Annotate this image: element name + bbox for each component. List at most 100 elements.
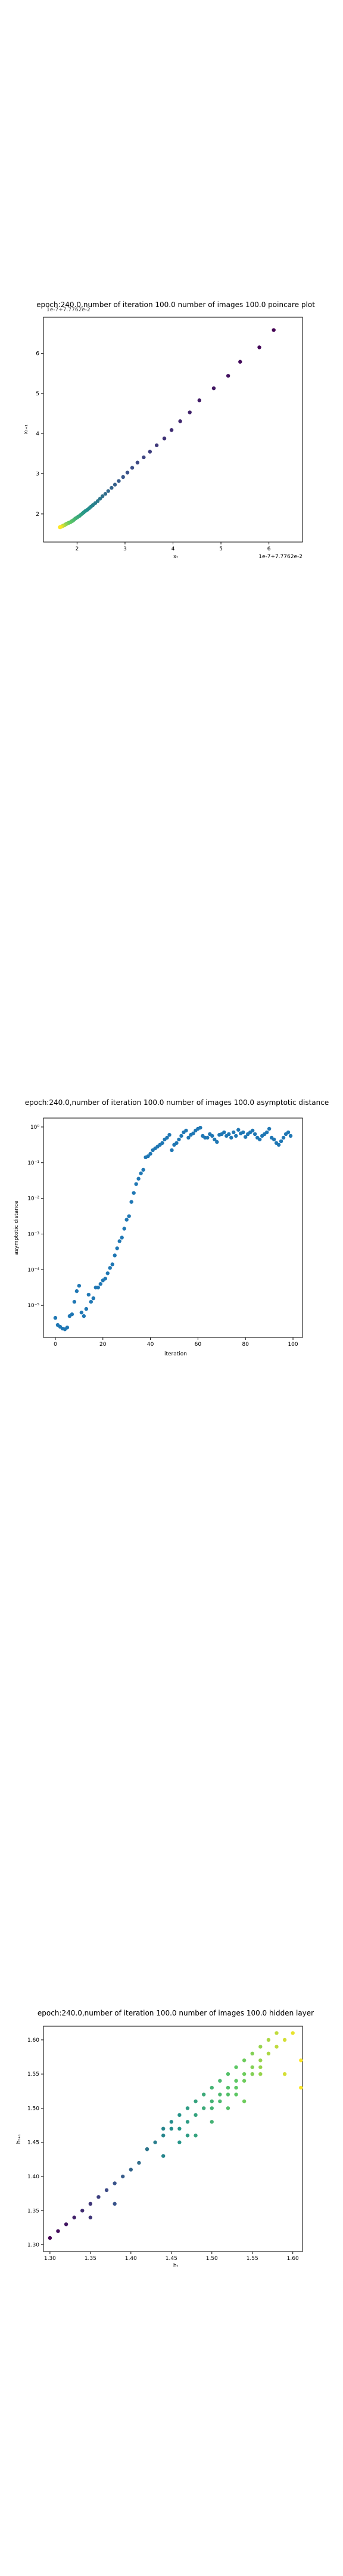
chart-title: epoch:240.0,number of iteration 100.0 nu…: [36, 301, 315, 309]
data-points: [58, 328, 276, 530]
data-point: [242, 2058, 247, 2063]
y-tick-label: 10⁰: [30, 1125, 39, 1131]
data-point: [218, 2092, 222, 2097]
x-tick-label: 60: [195, 1342, 202, 1348]
x-tick-label: 1.30: [44, 2256, 56, 2262]
data-point: [185, 2120, 190, 2124]
data-point: [250, 1128, 255, 1133]
data-point: [100, 494, 105, 499]
data-point: [169, 2120, 173, 2124]
data-point: [210, 2120, 214, 2124]
data-point: [211, 386, 216, 391]
data-point: [117, 1239, 121, 1243]
data-point: [234, 2065, 238, 2069]
data-point: [113, 1253, 117, 1258]
data-point: [105, 1271, 110, 1275]
data-point: [266, 2038, 271, 2042]
data-point: [120, 1236, 124, 1240]
data-point: [226, 2072, 230, 2076]
data-point: [185, 2106, 190, 2110]
data-point: [165, 1135, 169, 1140]
y-tick-label: 1.45: [27, 2140, 39, 2146]
data-point: [179, 1134, 183, 1138]
data-point: [226, 374, 230, 378]
data-point: [148, 1151, 152, 1156]
y-tick-label: 1.55: [27, 2072, 39, 2077]
data-point: [222, 1130, 226, 1135]
data-point: [146, 1154, 150, 1159]
data-point: [194, 2099, 198, 2104]
y-tick-label: 5: [36, 391, 39, 397]
data-point: [276, 1143, 281, 1147]
data-point: [226, 2085, 230, 2090]
data-point: [65, 1326, 70, 1330]
asymptotic-distance-chart: epoch:240.0,number of iteration 100.0 nu…: [14, 1098, 329, 1357]
data-point: [154, 443, 159, 447]
y-tick-label: 1.50: [27, 2106, 39, 2111]
y-tick-label: 1.35: [27, 2208, 39, 2214]
data-point: [201, 2092, 206, 2097]
data-point: [136, 1176, 141, 1181]
data-point: [58, 525, 62, 530]
data-point: [184, 1128, 188, 1133]
data-point: [48, 2236, 52, 2240]
x-tick-label: 1.35: [85, 2256, 96, 2262]
data-point: [98, 1282, 102, 1286]
data-point: [104, 2188, 109, 2193]
data-point: [281, 1135, 286, 1140]
data-point: [137, 2160, 141, 2165]
y-axis-label: asymptotic distance: [14, 1200, 20, 1255]
y-tick-label: 10⁻³: [27, 1231, 39, 1237]
data-point: [169, 2126, 173, 2131]
data-point: [275, 2031, 279, 2035]
data-point: [197, 398, 202, 402]
data-point: [82, 1314, 86, 1318]
data-point: [213, 1137, 217, 1142]
y-tick-label: 1.60: [27, 2038, 39, 2044]
data-point: [103, 1277, 107, 1281]
data-point: [205, 1135, 210, 1140]
data-point: [299, 2058, 303, 2063]
data-point: [257, 1137, 262, 1142]
data-point: [72, 2215, 76, 2219]
data-point: [113, 482, 117, 487]
data-point: [145, 2147, 149, 2151]
data-point: [252, 1132, 257, 1137]
data-point: [226, 2092, 230, 2097]
data-point: [250, 2065, 254, 2069]
data-point: [210, 2106, 214, 2110]
data-point: [148, 450, 152, 454]
data-point: [210, 2085, 214, 2090]
data-point: [98, 497, 102, 501]
data-point: [177, 1137, 181, 1142]
x-tick-label: 4: [172, 546, 175, 552]
data-point: [258, 2072, 263, 2076]
data-point: [113, 2181, 117, 2185]
data-point: [242, 2072, 247, 2076]
y-tick-label: 10⁻²: [27, 1196, 39, 1202]
data-point: [122, 1227, 126, 1231]
data-point: [121, 475, 125, 479]
x-ticks: 0 20 40 60 80 100: [54, 1337, 298, 1348]
data-point: [124, 1218, 129, 1222]
x-tick-label: 1.45: [166, 2256, 177, 2262]
data-point: [130, 466, 135, 470]
data-point: [56, 2229, 60, 2233]
data-point: [80, 2209, 85, 2213]
data-point: [229, 1135, 233, 1140]
x-offset-text: 1e-7+7.7762e-2: [258, 554, 303, 560]
data-point: [106, 489, 110, 493]
data-point: [139, 1171, 143, 1175]
y-tick-label: 10⁻¹: [27, 1160, 39, 1166]
data-point: [186, 1135, 191, 1140]
data-point: [264, 1130, 269, 1135]
y-tick-label: 1.30: [27, 2243, 39, 2249]
x-tick-label: 2: [76, 546, 79, 552]
y-tick-label: 3: [36, 472, 39, 478]
data-point: [218, 2079, 222, 2083]
data-point: [218, 2099, 222, 2104]
data-point: [266, 2051, 271, 2056]
data-point: [226, 2106, 230, 2110]
data-point: [234, 2085, 238, 2090]
data-point: [86, 1292, 91, 1297]
